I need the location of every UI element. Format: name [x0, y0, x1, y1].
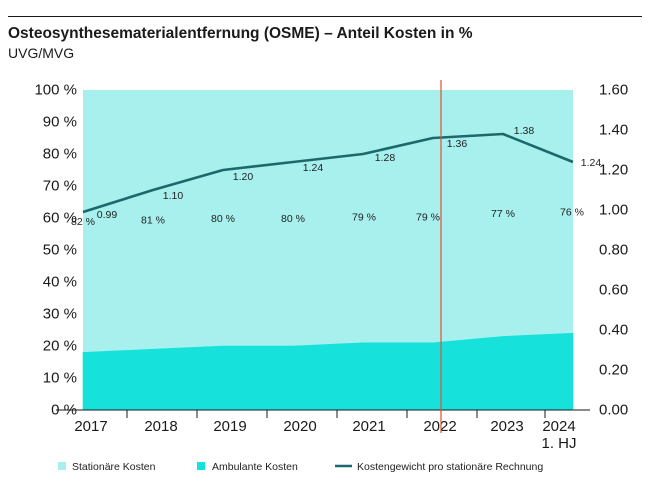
- x-tick-label: 2021: [352, 418, 385, 435]
- label-stationaere-kosten: 79 %: [416, 211, 440, 223]
- label-stationaere-kosten: 77 %: [491, 208, 515, 220]
- y-left-tick-label: 70 %: [43, 178, 77, 195]
- label-stationaere-kosten: 82 %: [71, 216, 95, 228]
- legend-swatch-stationaere-kosten: [58, 462, 66, 470]
- label-kostengewicht: 0.99: [97, 209, 118, 221]
- data-labels: 82 % 81 % 80 % 80 % 79 % 79 % 77 % 76 % 0.99 1.10…: [71, 125, 601, 228]
- y-right-tick-label: 0.40: [599, 322, 628, 339]
- line-kostengewicht: [82, 132, 574, 214]
- y-right-tick-label: 1.00: [599, 202, 628, 219]
- area-stationaere-kosten: [83, 90, 573, 353]
- x-tick-label: 2023: [490, 418, 523, 435]
- y-right-tick-label: 0.00: [599, 402, 628, 419]
- y-left-tick-label: 100 %: [34, 82, 77, 99]
- y-left-tick-label: 60 %: [43, 210, 77, 227]
- x-tick-label: 2024: [542, 418, 575, 435]
- chart-subtitle: UVG/MVG: [8, 45, 74, 61]
- label-kostengewicht: 1.20: [233, 171, 254, 183]
- label-stationaere-kosten: 79 %: [352, 211, 376, 223]
- x-tick-sublabel: 1. HJ: [541, 435, 576, 452]
- label-kostengewicht: 1.28: [375, 152, 396, 164]
- y-right-tick-label: 1.40: [599, 122, 628, 139]
- x-tick-label: 2019: [213, 418, 246, 435]
- y-right-tick-label: 0.20: [599, 362, 628, 379]
- label-kostengewicht: 1.24: [303, 162, 324, 174]
- legend-label-kostengewicht: Kostengewicht pro stationäre Rechnung: [357, 461, 543, 473]
- label-stationaere-kosten: 81 %: [141, 215, 165, 227]
- y-right-tick-label: 1.20: [599, 162, 628, 179]
- label-stationaere-kosten: 80 %: [211, 213, 235, 225]
- y-left-tick-label: 50 %: [43, 242, 77, 259]
- legend-label-ambulante-kosten: Ambulante Kosten: [212, 461, 298, 473]
- y-right-tick-label: 0.60: [599, 282, 628, 299]
- y-left-tick-label: 0 %: [51, 402, 77, 419]
- label-kostengewicht: 1.10: [163, 190, 184, 202]
- series-lines: [82, 80, 574, 433]
- legend-swatch-ambulante-kosten: [197, 462, 205, 470]
- label-kostengewicht: 1.24: [581, 157, 602, 169]
- chart-title: Osteosynthesematerialentfernung (OSME) –…: [8, 25, 473, 42]
- legend-label-stationaere-kosten: Stationäre Kosten: [72, 461, 156, 473]
- label-stationaere-kosten: 80 %: [281, 213, 305, 225]
- y-left-tick-label: 10 %: [43, 370, 77, 387]
- y-left-tick-label: 30 %: [43, 306, 77, 323]
- label-kostengewicht: 1.38: [514, 125, 535, 137]
- x-tick-label: 2020: [283, 418, 316, 435]
- y-left-tick-label: 40 %: [43, 274, 77, 291]
- y-right-tick-label: 1.60: [599, 82, 628, 99]
- x-tick-label: 2017: [74, 418, 107, 435]
- label-stationaere-kosten: 76 %: [560, 207, 584, 219]
- x-tick-label: 2018: [144, 418, 177, 435]
- legend: Stationäre Kosten Ambulante Kosten Koste…: [58, 461, 543, 473]
- y-left-tick-label: 90 %: [43, 114, 77, 131]
- plot-areas: [82, 90, 574, 411]
- y-left-tick-label: 20 %: [43, 338, 77, 355]
- label-kostengewicht: 1.36: [447, 138, 468, 150]
- x-tick-label: 2022: [423, 418, 456, 435]
- y-left-tick-label: 80 %: [43, 146, 77, 163]
- y-right-tick-label: 0.80: [599, 242, 628, 259]
